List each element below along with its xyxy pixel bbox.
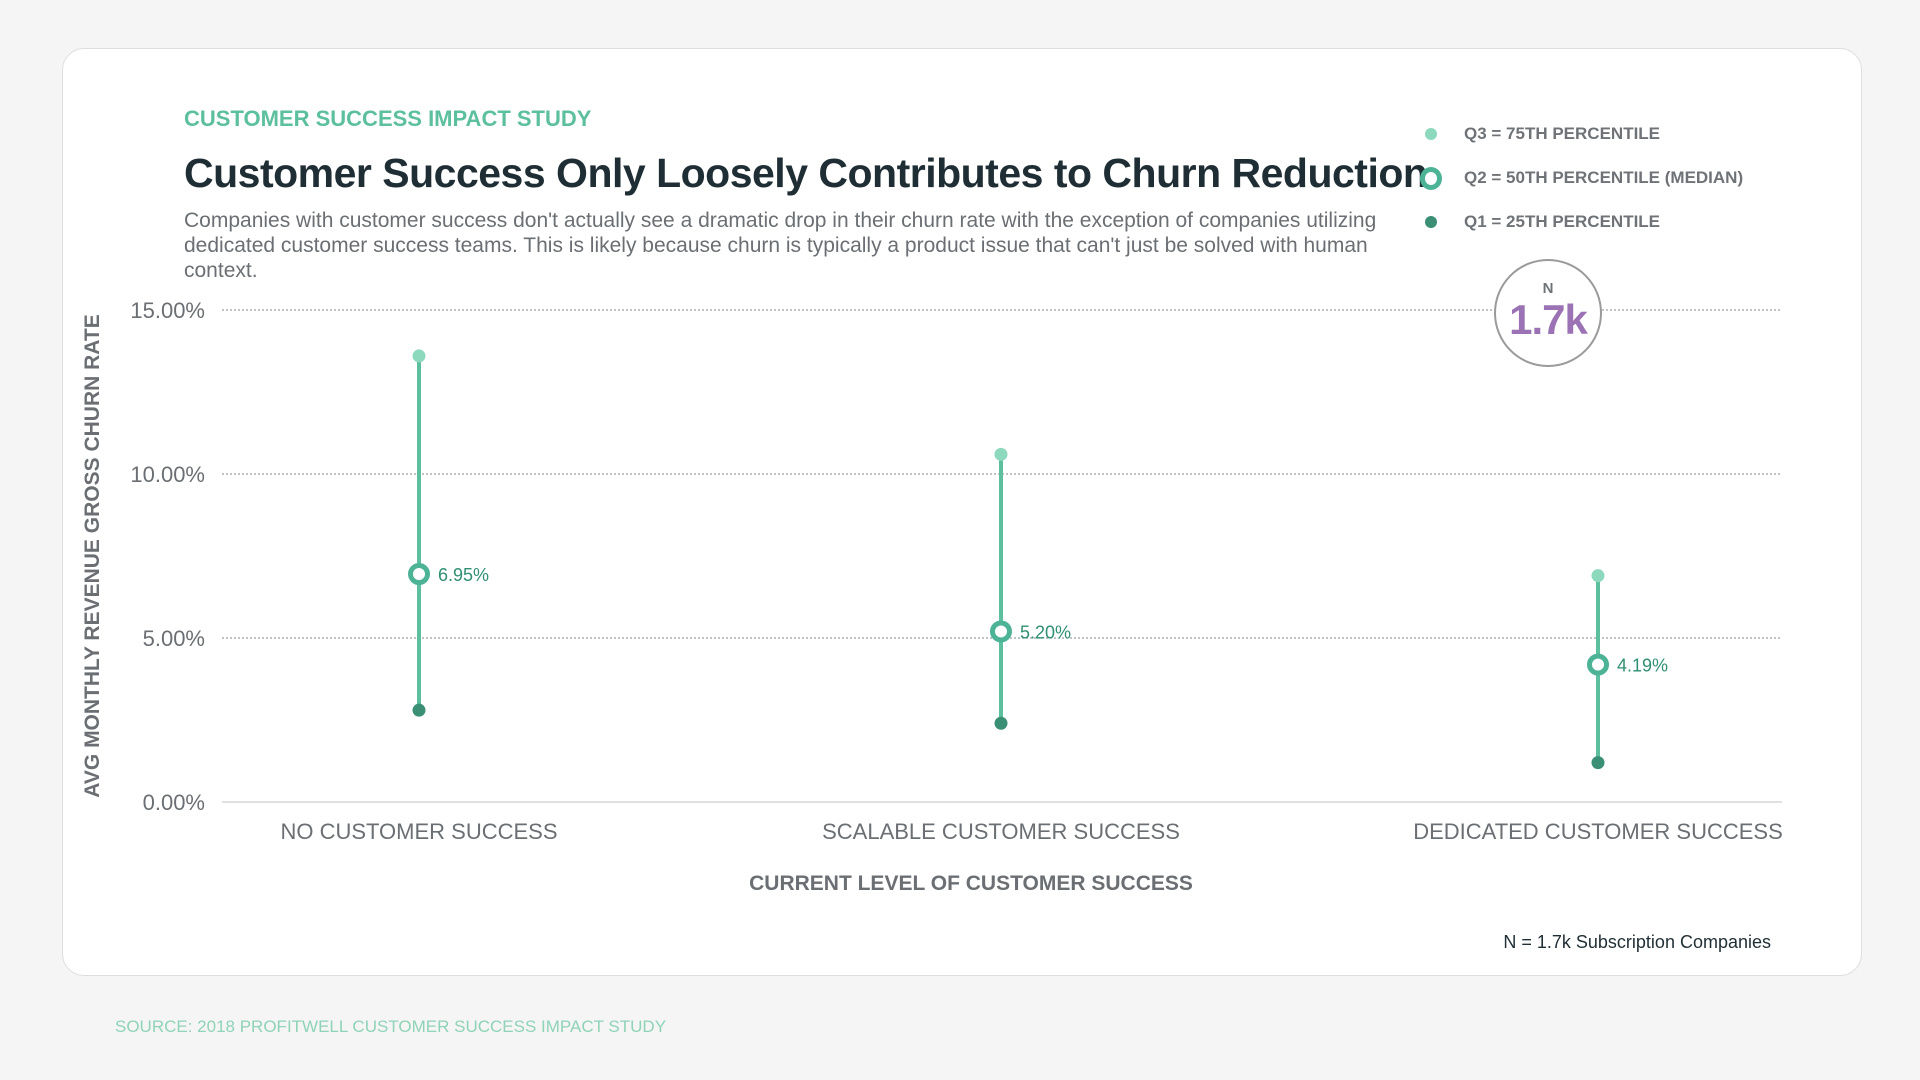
x-axis-label: CURRENT LEVEL OF CUSTOMER SUCCESS: [749, 872, 1193, 895]
footnote: N = 1.7k Subscription Companies: [1503, 932, 1771, 952]
q1-point: [1591, 756, 1605, 770]
ring-dot-icon: [1420, 166, 1442, 190]
legend: Q3 = 75TH PERCENTILE Q2 = 50TH PERCENTIL…: [1420, 112, 1800, 244]
sample-size-label: N: [1542, 280, 1554, 297]
median-point: [1587, 653, 1609, 676]
light-dot-icon: [1420, 123, 1442, 145]
y-tick-label: 15.00%: [130, 298, 205, 323]
sample-size-badge: N 1.7k: [1494, 259, 1602, 367]
q3-point: [1591, 569, 1605, 583]
legend-label-q3: Q3 = 75TH PERCENTILE: [1464, 124, 1661, 143]
legend-item-q1: Q1 = 25TH PERCENTILE: [1420, 200, 1800, 244]
y-tick-label: 10.00%: [130, 462, 205, 487]
x-tick-label: NO CUSTOMER SUCCESS: [280, 819, 557, 844]
y-axis-label: AVG MONTHLY REVENUE GROSS CHURN RATE: [81, 314, 104, 797]
x-tick-label: SCALABLE CUSTOMER SUCCESS: [822, 819, 1180, 844]
q1-point: [412, 703, 426, 717]
y-tick-label: 0.00%: [143, 790, 205, 815]
sample-size-value: 1.7k: [1509, 296, 1588, 343]
q3-point: [412, 349, 426, 363]
chart-title: Customer Success Only Loosely Contribute…: [184, 150, 1428, 196]
dark-dot-icon: [1420, 211, 1442, 233]
chart-subtitle: Companies with customer success don't ac…: [184, 209, 1377, 282]
chart-card: [62, 48, 1862, 976]
x-tick-label: DEDICATED CUSTOMER SUCCESS: [1413, 819, 1783, 844]
legend-label-q2: Q2 = 50TH PERCENTILE (MEDIAN): [1464, 168, 1744, 187]
legend-label-q1: Q1 = 25TH PERCENTILE: [1464, 212, 1661, 231]
legend-item-q3: Q3 = 75TH PERCENTILE: [1420, 112, 1800, 156]
study-eyebrow: CUSTOMER SUCCESS IMPACT STUDY: [184, 106, 592, 131]
q3-point: [994, 447, 1008, 461]
legend-item-q2: Q2 = 50TH PERCENTILE (MEDIAN): [1420, 156, 1800, 200]
y-tick-label: 5.00%: [143, 626, 205, 651]
median-point: [408, 563, 430, 586]
median-data-label: 4.19%: [1617, 656, 1668, 676]
median-point: [990, 620, 1012, 643]
median-data-label: 5.20%: [1020, 622, 1071, 642]
q1-point: [994, 716, 1008, 730]
source-note: SOURCE: 2018 PROFITWELL CUSTOMER SUCCESS…: [115, 1017, 667, 1036]
median-data-label: 6.95%: [438, 565, 489, 585]
